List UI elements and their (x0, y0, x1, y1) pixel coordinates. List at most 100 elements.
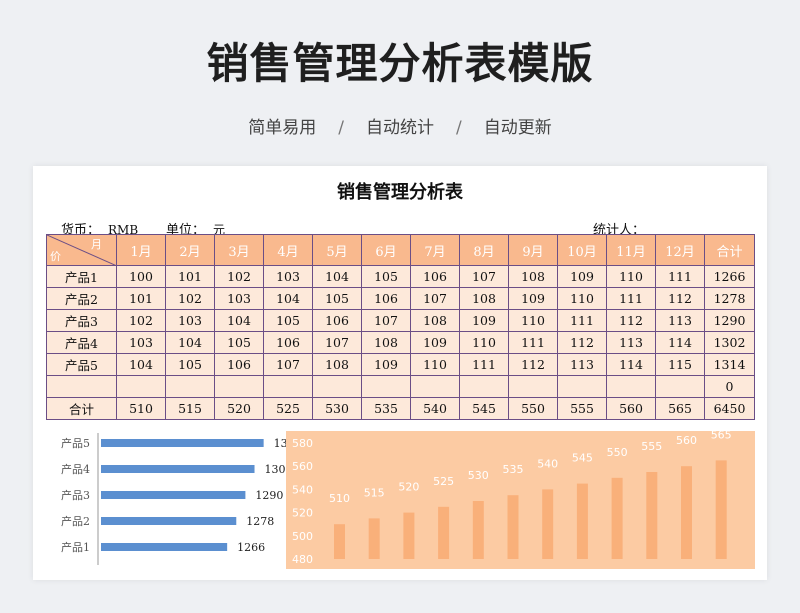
value-cell[interactable]: 112 (655, 287, 705, 310)
value-cell[interactable]: 111 (557, 309, 607, 332)
value-cell[interactable]: 109 (459, 309, 509, 332)
grand-total-cell[interactable]: 6450 (704, 397, 755, 420)
value-cell[interactable]: 110 (557, 287, 607, 310)
value-cell[interactable]: 101 (116, 287, 166, 310)
column-total-cell[interactable]: 550 (508, 397, 558, 420)
value-cell[interactable]: 104 (312, 265, 362, 288)
product-name-cell[interactable]: 产品3 (46, 309, 117, 332)
value-cell[interactable]: 104 (214, 309, 264, 332)
row-total-cell[interactable]: 1314 (704, 353, 755, 376)
value-cell[interactable] (557, 375, 607, 398)
product-name-cell[interactable]: 产品4 (46, 331, 117, 354)
month-header[interactable]: 9月 (508, 234, 558, 266)
value-cell[interactable]: 107 (361, 309, 411, 332)
column-total-cell[interactable]: 560 (606, 397, 656, 420)
value-cell[interactable]: 102 (214, 265, 264, 288)
month-header[interactable]: 11月 (606, 234, 656, 266)
value-cell[interactable] (655, 375, 705, 398)
value-cell[interactable]: 101 (165, 265, 215, 288)
month-header[interactable]: 10月 (557, 234, 607, 266)
column-total-cell[interactable]: 525 (263, 397, 313, 420)
value-cell[interactable]: 107 (459, 265, 509, 288)
value-cell[interactable] (361, 375, 411, 398)
value-cell[interactable]: 102 (165, 287, 215, 310)
value-cell[interactable]: 107 (263, 353, 313, 376)
value-cell[interactable]: 111 (655, 265, 705, 288)
product-name-cell[interactable]: 产品2 (46, 287, 117, 310)
product-name-cell[interactable]: 产品1 (46, 265, 117, 288)
value-cell[interactable]: 103 (263, 265, 313, 288)
value-cell[interactable] (214, 375, 264, 398)
value-cell[interactable]: 102 (116, 309, 166, 332)
value-cell[interactable]: 106 (312, 309, 362, 332)
row-total-cell[interactable]: 0 (704, 375, 755, 398)
value-cell[interactable]: 110 (410, 353, 460, 376)
value-cell[interactable]: 104 (116, 353, 166, 376)
value-cell[interactable]: 110 (606, 265, 656, 288)
value-cell[interactable]: 109 (410, 331, 460, 354)
value-cell[interactable]: 104 (165, 331, 215, 354)
value-cell[interactable]: 109 (508, 287, 558, 310)
column-total-cell[interactable]: 520 (214, 397, 264, 420)
value-cell[interactable] (263, 375, 313, 398)
row-total-cell[interactable]: 1278 (704, 287, 755, 310)
month-header[interactable]: 6月 (361, 234, 411, 266)
value-cell[interactable]: 108 (361, 331, 411, 354)
value-cell[interactable] (606, 375, 656, 398)
value-cell[interactable]: 108 (508, 265, 558, 288)
value-cell[interactable] (410, 375, 460, 398)
value-cell[interactable]: 100 (116, 265, 166, 288)
product-name-cell[interactable]: 产品5 (46, 353, 117, 376)
value-cell[interactable]: 112 (508, 353, 558, 376)
value-cell[interactable]: 107 (312, 331, 362, 354)
value-cell[interactable]: 104 (263, 287, 313, 310)
column-total-cell[interactable]: 530 (312, 397, 362, 420)
month-header[interactable]: 3月 (214, 234, 264, 266)
value-cell[interactable]: 105 (361, 265, 411, 288)
column-total-cell[interactable]: 535 (361, 397, 411, 420)
value-cell[interactable]: 108 (410, 309, 460, 332)
row-total-cell[interactable]: 1302 (704, 331, 755, 354)
column-total-cell[interactable]: 545 (459, 397, 509, 420)
value-cell[interactable]: 105 (214, 331, 264, 354)
month-header[interactable]: 4月 (263, 234, 313, 266)
total-header[interactable]: 合计 (704, 234, 755, 266)
value-cell[interactable]: 105 (312, 287, 362, 310)
column-total-cell[interactable]: 515 (165, 397, 215, 420)
month-header[interactable]: 8月 (459, 234, 509, 266)
value-cell[interactable]: 115 (655, 353, 705, 376)
value-cell[interactable]: 106 (410, 265, 460, 288)
value-cell[interactable]: 110 (459, 331, 509, 354)
value-cell[interactable]: 112 (557, 331, 607, 354)
value-cell[interactable]: 106 (263, 331, 313, 354)
month-header[interactable]: 1月 (116, 234, 166, 266)
value-cell[interactable]: 111 (459, 353, 509, 376)
value-cell[interactable]: 111 (508, 331, 558, 354)
value-cell[interactable]: 103 (165, 309, 215, 332)
row-total-cell[interactable]: 1266 (704, 265, 755, 288)
value-cell[interactable]: 113 (557, 353, 607, 376)
value-cell[interactable]: 109 (557, 265, 607, 288)
value-cell[interactable] (116, 375, 166, 398)
value-cell[interactable] (459, 375, 509, 398)
value-cell[interactable]: 106 (214, 353, 264, 376)
column-total-cell[interactable]: 540 (410, 397, 460, 420)
value-cell[interactable]: 113 (606, 331, 656, 354)
value-cell[interactable]: 103 (214, 287, 264, 310)
month-header[interactable]: 5月 (312, 234, 362, 266)
month-header[interactable]: 2月 (165, 234, 215, 266)
row-total-cell[interactable]: 1290 (704, 309, 755, 332)
month-header[interactable]: 7月 (410, 234, 460, 266)
value-cell[interactable]: 105 (263, 309, 313, 332)
column-total-cell[interactable]: 510 (116, 397, 166, 420)
value-cell[interactable] (165, 375, 215, 398)
total-label-cell[interactable]: 合计 (46, 397, 117, 420)
value-cell[interactable]: 109 (361, 353, 411, 376)
product-name-cell[interactable] (46, 375, 117, 398)
column-total-cell[interactable]: 565 (655, 397, 705, 420)
value-cell[interactable] (508, 375, 558, 398)
value-cell[interactable]: 110 (508, 309, 558, 332)
value-cell[interactable]: 114 (655, 331, 705, 354)
value-cell[interactable]: 107 (410, 287, 460, 310)
value-cell[interactable]: 106 (361, 287, 411, 310)
